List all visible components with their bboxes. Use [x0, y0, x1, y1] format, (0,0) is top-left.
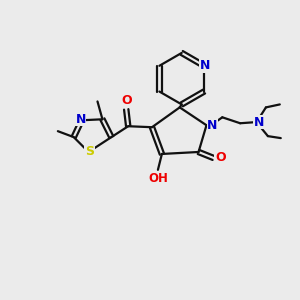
Text: N: N — [200, 59, 210, 72]
Text: N: N — [207, 119, 218, 132]
Text: O: O — [121, 94, 131, 107]
Text: OH: OH — [148, 172, 168, 185]
Text: S: S — [85, 146, 94, 158]
Text: O: O — [215, 152, 226, 164]
Text: N: N — [76, 113, 86, 126]
Text: N: N — [254, 116, 264, 129]
